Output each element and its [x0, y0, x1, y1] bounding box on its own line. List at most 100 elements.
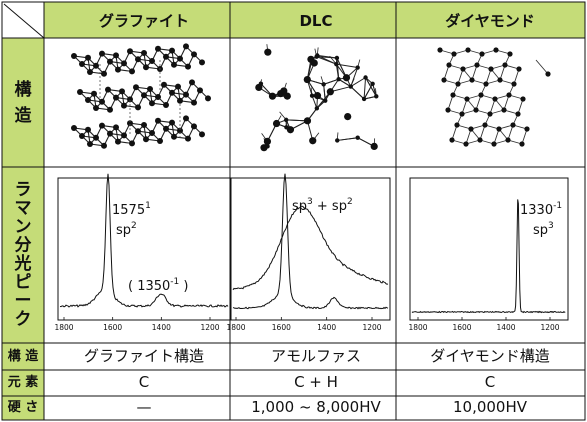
graphite-peak-minor-label: ( 1350-1 ) [128, 277, 189, 294]
graphite-atom [199, 59, 205, 66]
graphite-atom [121, 132, 127, 139]
graphite-atom [183, 43, 189, 50]
graphite-atom [191, 123, 197, 130]
dlc-bond [350, 77, 366, 88]
diamond-atom [482, 122, 488, 128]
diamond-atom [524, 126, 530, 132]
diamond-atom [545, 71, 551, 77]
diamond-atom [491, 141, 497, 147]
diamond-atom [510, 122, 516, 128]
dlc-atom [265, 144, 270, 149]
dlc-atom [336, 77, 341, 82]
graphite-atom [149, 58, 155, 64]
graphite-atom [185, 63, 191, 70]
diamond-atom [450, 92, 456, 98]
diamond-atom [455, 81, 461, 87]
diamond-bond [451, 124, 458, 141]
element-graphite: C [139, 373, 149, 391]
diamond-tick-label: 1800 [408, 323, 427, 332]
corner-diagonal [3, 3, 45, 39]
dlc-atom [355, 135, 360, 140]
dlc-bond [316, 56, 337, 59]
graphite-structure-image [71, 43, 211, 149]
graphite-atom [115, 66, 121, 73]
graphite-atom [149, 130, 155, 136]
graphite-atom [101, 70, 107, 77]
graphite-atom [105, 86, 111, 93]
diamond-atom [479, 51, 485, 57]
dlc-atom [314, 54, 319, 59]
diamond-atom [496, 126, 502, 132]
element-diamond: C [485, 373, 495, 391]
dlc-spectrum-ticks: 1800 1600 1400 1200 [226, 317, 382, 332]
graphite-atom [141, 50, 147, 56]
diamond-atom [468, 126, 474, 132]
graphite-atom [127, 120, 133, 127]
structure-label-char-1: 造 [15, 106, 33, 126]
dlc-atom [313, 92, 322, 100]
diamond-atom [446, 62, 452, 68]
graphite-atom [121, 60, 127, 67]
diamond-atom [464, 96, 470, 102]
header-dlc: DLC [299, 12, 332, 30]
graphite-atom [87, 141, 93, 147]
dlc-bond [363, 77, 367, 99]
dlc-spectrum-curve-broad [232, 205, 389, 291]
diamond-peak-label: 1330-1 [520, 201, 562, 218]
graphite-atom [77, 89, 83, 95]
dlc-atom [370, 142, 378, 150]
diamond-atom [469, 77, 475, 83]
dlc-atom [335, 138, 340, 143]
dlc-bond [337, 137, 358, 141]
diamond-bond [461, 98, 468, 115]
diamond-atom [515, 111, 521, 117]
raman-label-char-3: 分 [15, 236, 32, 256]
diamond-atom [441, 77, 447, 83]
diamond-atom [460, 66, 466, 72]
diamond-atom [454, 122, 460, 128]
dlc-tick-label: 1800 [226, 323, 245, 332]
dlc-bond [336, 63, 358, 69]
dlc-bond [335, 64, 340, 80]
graphite-atom [79, 133, 85, 139]
diamond-atom [483, 81, 489, 87]
graphite-atom [85, 126, 91, 133]
structure-graphite: グラファイト構造 [84, 347, 204, 365]
hardness-graphite: — [137, 398, 152, 416]
graphite-atom [107, 130, 113, 137]
dlc-atom [355, 65, 360, 70]
graphite-atom [161, 81, 167, 88]
graphite-atom [147, 86, 153, 92]
dlc-tick-label: 1200 [362, 323, 381, 332]
diamond-atom [511, 81, 517, 87]
structure-diamond: ダイヤモンド構造 [430, 347, 550, 365]
dlc-bond [336, 57, 347, 78]
side-background [2, 38, 44, 420]
diamond-atom [477, 137, 483, 143]
diamond-bond [507, 124, 514, 141]
diamond-bond [465, 128, 472, 145]
structure-dlc: アモルファス [271, 347, 361, 365]
row-label-element: 元 素 [8, 374, 39, 390]
graphite-atom [99, 50, 105, 57]
graphite-atom [87, 69, 93, 75]
graphite-spectrum-curve [59, 173, 229, 308]
diamond-atom [501, 107, 507, 113]
diamond-structure-image [437, 47, 551, 147]
dlc-atom [303, 75, 311, 84]
diamond-atom [520, 96, 526, 102]
graphite-atom [133, 84, 139, 91]
graphite-atom [93, 105, 99, 111]
graphite-atom [101, 142, 107, 149]
diamond-atom [465, 47, 471, 53]
graphite-atom [71, 53, 77, 59]
dlc-atom [326, 88, 334, 96]
graphite-atom [135, 128, 141, 135]
graphite-atom [171, 61, 177, 68]
dlc-atom [361, 96, 367, 102]
diamond-bond [493, 128, 500, 145]
dlc-atom [370, 81, 375, 86]
diamond-bond [521, 128, 528, 145]
